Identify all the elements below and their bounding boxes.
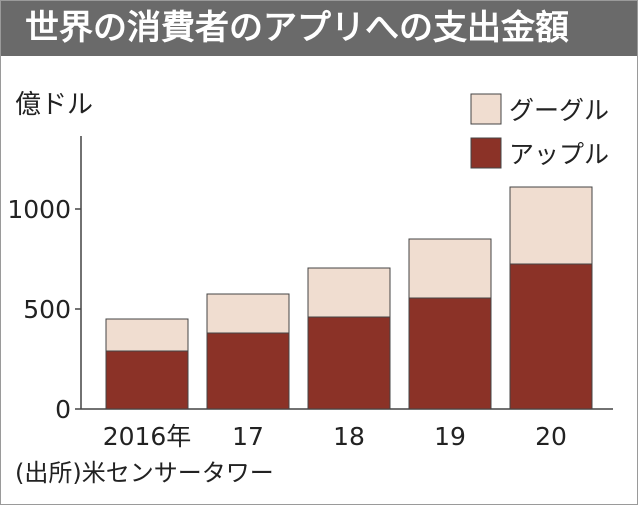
- bar-google-2: [307, 267, 391, 318]
- bar-google-4: [509, 186, 593, 265]
- x-tick-label-0: 2016年: [103, 422, 192, 451]
- legend-label-apple: アップル: [509, 140, 609, 169]
- source-note: (出所)米センサータワー: [15, 459, 274, 487]
- title-bar: 世界の消費者のアプリへの支出金額: [1, 1, 637, 56]
- legend-swatch-apple: [470, 137, 502, 169]
- x-tick-label-4: 20: [535, 422, 567, 451]
- bar-apple-2: [307, 316, 391, 410]
- bar-apple-4: [509, 263, 593, 410]
- bar-apple-1: [206, 332, 290, 410]
- x-tick-label-3: 19: [434, 422, 466, 451]
- bar-apple-0: [105, 350, 189, 410]
- chart-title: 世界の消費者のアプリへの支出金額: [25, 8, 569, 48]
- y-tick-label-1000: 1000: [7, 195, 71, 224]
- bar-google-0: [105, 318, 189, 352]
- y-axis-unit-label: 億ドル: [15, 90, 94, 120]
- legend-swatch-google: [470, 93, 502, 125]
- legend-label-google: グーグル: [509, 96, 609, 125]
- bar-google-3: [408, 238, 492, 299]
- x-tick-label-1: 17: [232, 422, 264, 451]
- bar-google-1: [206, 293, 290, 334]
- bar-apple-3: [408, 297, 492, 410]
- y-tick-label-0: 0: [55, 395, 71, 424]
- y-tick-label-500: 500: [23, 295, 71, 324]
- x-tick-label-2: 18: [333, 422, 365, 451]
